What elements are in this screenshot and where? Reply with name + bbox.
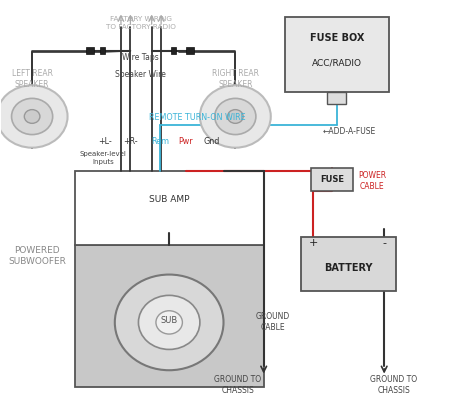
Text: POWERED
SUBWOOFER: POWERED SUBWOOFER (8, 246, 66, 266)
Circle shape (24, 110, 40, 123)
Text: BATTERY: BATTERY (325, 263, 373, 273)
Text: ←ADD-A-FUSE: ←ADD-A-FUSE (322, 126, 375, 136)
Text: Pwr: Pwr (178, 137, 193, 146)
Circle shape (215, 99, 256, 135)
Text: Gnd: Gnd (203, 137, 220, 146)
Text: ACC/RADIO: ACC/RADIO (312, 59, 362, 67)
Circle shape (228, 110, 243, 123)
Text: Speaker Wire: Speaker Wire (115, 70, 166, 79)
Bar (74, 171, 264, 245)
Text: GROUND
CABLE: GROUND CABLE (256, 312, 290, 332)
Circle shape (0, 85, 68, 148)
Text: +: + (309, 238, 318, 248)
Text: GROUND TO
CHASSIS: GROUND TO CHASSIS (370, 375, 417, 395)
Bar (301, 237, 396, 291)
Bar (171, 47, 176, 54)
Text: SUB: SUB (161, 316, 178, 325)
Text: RIGHT REAR
SPEAKER: RIGHT REAR SPEAKER (212, 69, 259, 89)
Text: FACTORY WIRING
TO FACTORY RADIO: FACTORY WIRING TO FACTORY RADIO (106, 16, 176, 30)
Text: SUB AMP: SUB AMP (149, 195, 190, 204)
Text: Rem: Rem (151, 137, 169, 146)
Text: GROUND TO
CHASSIS: GROUND TO CHASSIS (214, 375, 261, 395)
Bar (186, 47, 194, 54)
Circle shape (11, 99, 53, 135)
Bar (311, 168, 354, 191)
Text: Speaker-level
Inputs: Speaker-level Inputs (80, 151, 127, 165)
Circle shape (156, 311, 182, 334)
Circle shape (200, 85, 271, 148)
Text: LEFT REAR
SPEAKER: LEFT REAR SPEAKER (11, 69, 53, 89)
Bar (74, 245, 264, 387)
Text: REMOTE TURN-ON WIRE: REMOTE TURN-ON WIRE (149, 113, 246, 122)
Bar (85, 47, 94, 54)
Circle shape (115, 275, 224, 370)
Text: -: - (382, 238, 386, 248)
Circle shape (138, 295, 200, 349)
Text: POWER
CABLE: POWER CABLE (358, 171, 386, 191)
Text: Wire Taps: Wire Taps (122, 53, 159, 62)
Bar (328, 92, 346, 104)
Bar (100, 47, 105, 54)
Text: FUSE: FUSE (320, 176, 344, 184)
Text: FUSE BOX: FUSE BOX (310, 32, 364, 42)
Text: +L-: +L- (99, 137, 112, 146)
Bar (285, 17, 389, 92)
Text: +R-: +R- (123, 137, 138, 146)
